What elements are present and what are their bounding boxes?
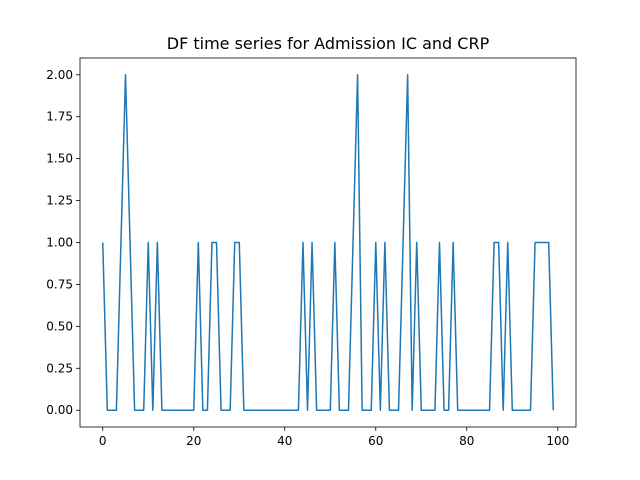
x-tick-label: 20 [186,434,201,448]
axes: 0 20 40 60 80 100 0.00 0.25 0.50 0.75 1.00 1.25 1.50… [46,57,577,448]
y-tick-label: 0.25 [46,361,73,375]
y-tick-label: 2.00 [46,68,73,82]
x-tick-label: 40 [277,434,292,448]
y-tick-label: 0.50 [46,319,73,333]
chart-title: DF time series for Admission IC and CRP [167,34,490,53]
x-tick-label: 60 [368,434,383,448]
x-tick-label: 0 [99,434,107,448]
x-tick-label: 80 [459,434,474,448]
y-tick-label: 1.00 [46,236,73,250]
series-line-0 [102,74,554,411]
y-tick-label: 1.75 [46,110,73,124]
series-layer [102,74,554,411]
y-tick-label: 0.75 [46,277,73,291]
y-tick-label: 1.25 [46,194,73,208]
y-tick-label: 1.50 [46,152,73,166]
y-tick-label: 0.00 [46,403,73,417]
x-tick-label: 100 [546,434,569,448]
